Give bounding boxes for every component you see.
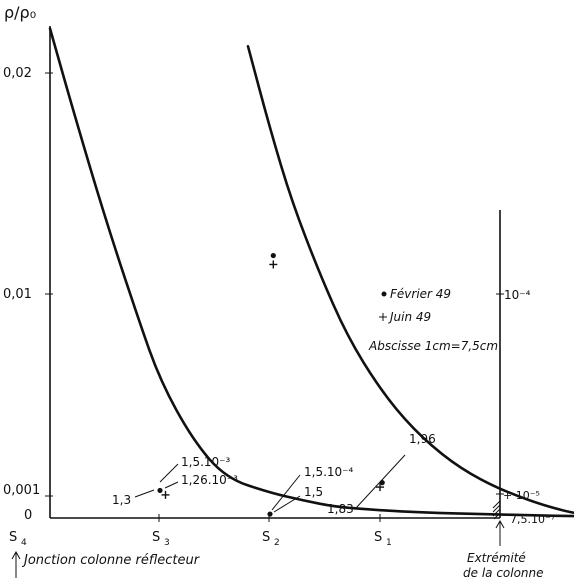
y-tick-label: 0,001 bbox=[3, 483, 40, 498]
data-point-dot bbox=[157, 487, 163, 494]
data-point-dot bbox=[379, 480, 385, 486]
x-tick-label-s4: S 4 bbox=[9, 530, 27, 548]
svg-text:1,83: 1,83 bbox=[327, 502, 354, 516]
legend-note: Abscisse 1cm=7,5cm bbox=[368, 339, 498, 353]
svg-text:S: S bbox=[9, 530, 17, 545]
hatch-mark bbox=[492, 500, 501, 520]
annotation-s2: 1,5.10⁻⁴ 1,5 bbox=[271, 465, 354, 513]
up-arrow-icon bbox=[495, 519, 505, 529]
y-axis-label: ρ/ρ₀ bbox=[4, 3, 36, 22]
svg-text:S: S bbox=[262, 530, 270, 545]
up-arrow-icon bbox=[11, 550, 21, 560]
secondary-tick-label: 7,5.10⁻⁷ bbox=[510, 513, 555, 526]
annotation-s3: 1,5.10⁻³ 1,26.10⁻³ 1,3 bbox=[112, 455, 238, 507]
svg-text:S: S bbox=[374, 530, 382, 545]
series-curve-left bbox=[48, 27, 574, 518]
y-tick-label: 0 bbox=[24, 508, 32, 523]
x-tick-label-s1: S 1 bbox=[374, 530, 392, 548]
svg-text:1,96: 1,96 bbox=[409, 432, 436, 446]
legend-dot-marker bbox=[381, 291, 387, 297]
data-point-cross bbox=[269, 260, 278, 269]
legend: Février 49 Juin 49 Abscisse 1cm=7,5cm bbox=[368, 287, 498, 353]
svg-text:1,3: 1,3 bbox=[112, 493, 131, 507]
svg-text:1,26.10⁻³: 1,26.10⁻³ bbox=[181, 473, 238, 487]
data-point-dot bbox=[267, 511, 273, 517]
svg-text:1,5: 1,5 bbox=[304, 485, 323, 499]
data-point-cross bbox=[161, 490, 170, 499]
secondary-tick-label: + 10⁻⁵ bbox=[503, 489, 540, 502]
svg-text:1,5.10⁻⁴: 1,5.10⁻⁴ bbox=[304, 465, 354, 479]
series-curve-right bbox=[246, 45, 574, 515]
x-tick-label-s2: S 2 bbox=[262, 530, 280, 548]
legend-label: Février 49 bbox=[390, 287, 451, 301]
svg-text:Extrémité: Extrémité bbox=[467, 551, 526, 565]
legend-label: Juin 49 bbox=[388, 310, 431, 324]
svg-text:2: 2 bbox=[274, 538, 280, 548]
legend-cross-marker bbox=[379, 313, 387, 321]
svg-text:de la colonne: de la colonne bbox=[463, 566, 544, 580]
y-tick-label: 0,01 bbox=[3, 287, 32, 302]
secondary-tick-label: 10⁻⁴ bbox=[504, 288, 531, 302]
footer-right: Extrémité de la colonne bbox=[463, 519, 544, 580]
data-points bbox=[157, 252, 385, 517]
annotation-s1: 1,83 1,96 bbox=[327, 432, 436, 516]
data-point-dot bbox=[270, 252, 276, 259]
svg-text:4: 4 bbox=[21, 538, 27, 548]
svg-text:1,5.10⁻³: 1,5.10⁻³ bbox=[181, 455, 231, 469]
svg-text:1: 1 bbox=[386, 538, 392, 548]
svg-text:3: 3 bbox=[164, 538, 170, 548]
y-tick-label: 0,02 bbox=[3, 66, 32, 81]
x-tick-label-s3: S 3 bbox=[152, 530, 170, 548]
svg-text:S: S bbox=[152, 530, 160, 545]
data-point-cross bbox=[376, 483, 384, 492]
svg-text:Jonction colonne réflecteur: Jonction colonne réflecteur bbox=[21, 553, 201, 568]
footer-left: Jonction colonne réflecteur bbox=[11, 550, 201, 578]
